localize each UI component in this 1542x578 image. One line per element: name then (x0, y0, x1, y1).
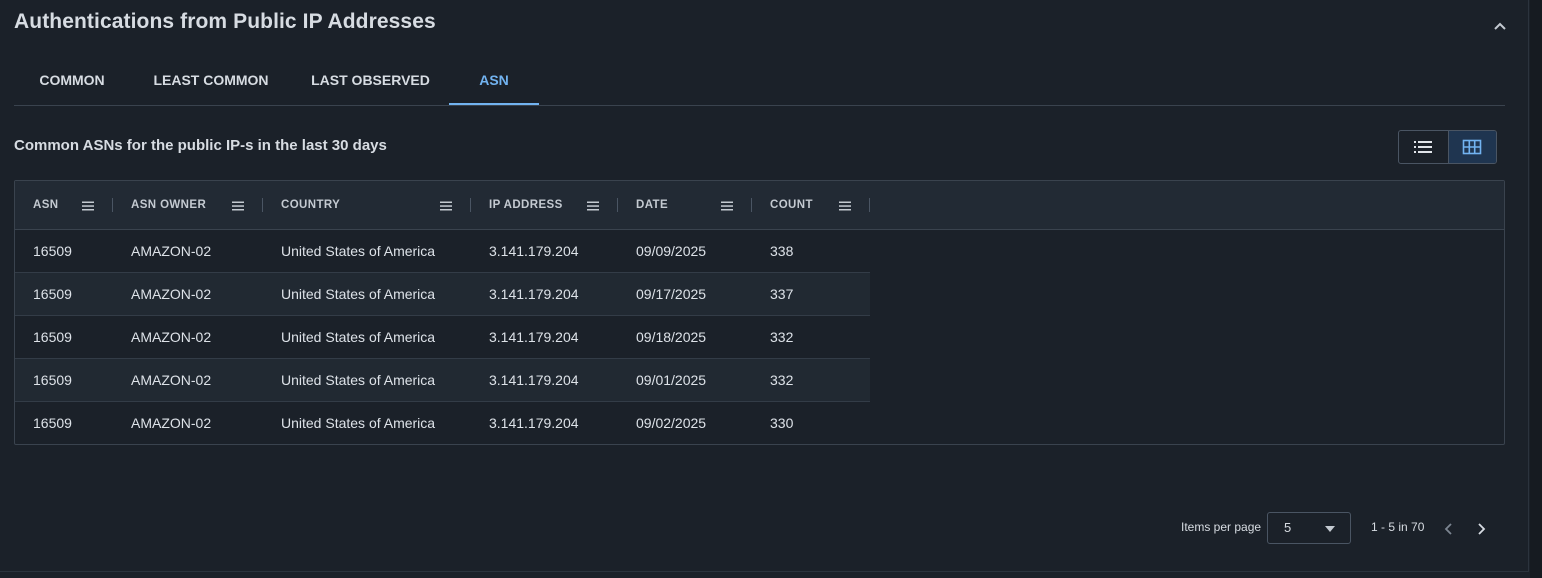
cell-date: 09/17/2025 (636, 286, 707, 302)
view-toggle (1398, 130, 1497, 164)
column-menu-icon[interactable] (232, 199, 244, 211)
cell-country: United States of America (281, 286, 436, 302)
panel-title: Authentications from Public IP Addresses (14, 10, 436, 33)
tab-bar: COMMON LEAST COMMON LAST OBSERVED ASN (14, 56, 1505, 106)
column-header-asn[interactable]: ASN (33, 199, 59, 211)
cell-ip-address: 3.141.179.204 (489, 415, 579, 431)
collapse-chevron-up-icon[interactable] (1490, 16, 1510, 36)
cell-asn-owner: AMAZON-02 (131, 329, 212, 345)
list-view-button[interactable] (1399, 131, 1448, 163)
column-separator[interactable] (751, 198, 752, 212)
cell-asn-owner: AMAZON-02 (131, 415, 212, 431)
table-row[interactable]: 16509 AMAZON-02 United States of America… (15, 359, 870, 402)
cell-asn-owner: AMAZON-02 (131, 243, 212, 259)
cell-asn: 16509 (33, 243, 72, 259)
scroll-gutter (1530, 0, 1542, 578)
column-header-asn-owner[interactable]: ASN OWNER (131, 199, 207, 211)
cell-country: United States of America (281, 329, 436, 345)
items-per-page-select[interactable]: 5 (1267, 512, 1351, 544)
cell-date: 09/02/2025 (636, 415, 707, 431)
column-menu-icon[interactable] (82, 199, 94, 211)
table-row[interactable]: 16509 AMAZON-02 United States of America… (15, 230, 870, 273)
previous-page-chevron-left-icon[interactable] (1441, 520, 1457, 538)
column-header-date[interactable]: DATE (636, 199, 669, 211)
next-page-chevron-right-icon[interactable] (1473, 520, 1489, 538)
cell-count: 337 (770, 286, 794, 302)
column-menu-icon[interactable] (440, 199, 452, 211)
column-separator[interactable] (112, 198, 113, 212)
tab-last-observed[interactable]: LAST OBSERVED (311, 72, 430, 88)
section-subtitle: Common ASNs for the public IP-s in the l… (14, 137, 387, 154)
grid-view-icon (1462, 139, 1482, 155)
grid-header: ASN ASN OWNER COUNTRY IP ADDRESS DATE (15, 181, 1504, 230)
items-per-page-value: 5 (1284, 520, 1292, 535)
cell-count: 332 (770, 329, 794, 345)
list-view-icon (1414, 141, 1433, 153)
cell-ip-address: 3.141.179.204 (489, 286, 579, 302)
column-menu-icon[interactable] (721, 199, 733, 211)
column-header-country[interactable]: COUNTRY (281, 199, 341, 211)
column-menu-icon[interactable] (839, 199, 851, 211)
caret-down-icon (1325, 526, 1335, 532)
tab-common[interactable]: COMMON (39, 72, 105, 88)
cell-asn: 16509 (33, 286, 72, 302)
table-row[interactable]: 16509 AMAZON-02 United States of America… (15, 316, 870, 359)
cell-asn: 16509 (33, 372, 72, 388)
asn-data-grid: ASN ASN OWNER COUNTRY IP ADDRESS DATE (14, 180, 1505, 445)
pagination-range: 1 - 5 in 70 (1371, 520, 1425, 534)
cell-asn: 16509 (33, 415, 72, 431)
grid-view-button[interactable] (1447, 131, 1496, 163)
items-per-page-label: Items per page (1181, 520, 1262, 534)
cell-ip-address: 3.141.179.204 (489, 372, 579, 388)
cell-date: 09/01/2025 (636, 372, 707, 388)
table-row[interactable]: 16509 AMAZON-02 United States of America… (15, 273, 870, 316)
cell-country: United States of America (281, 372, 436, 388)
cell-asn: 16509 (33, 329, 72, 345)
tab-asn[interactable]: ASN (449, 56, 539, 105)
column-separator[interactable] (869, 198, 870, 212)
column-header-count[interactable]: COUNT (770, 199, 813, 211)
cell-date: 09/18/2025 (636, 329, 707, 345)
column-menu-icon[interactable] (587, 199, 599, 211)
cell-count: 330 (770, 415, 794, 431)
table-row[interactable]: 16509 AMAZON-02 United States of America… (15, 402, 870, 445)
cell-ip-address: 3.141.179.204 (489, 329, 579, 345)
column-separator[interactable] (617, 198, 618, 212)
cell-ip-address: 3.141.179.204 (489, 243, 579, 259)
cell-country: United States of America (281, 243, 436, 259)
column-separator[interactable] (262, 198, 263, 212)
cell-asn-owner: AMAZON-02 (131, 286, 212, 302)
cell-date: 09/09/2025 (636, 243, 707, 259)
cell-count: 338 (770, 243, 794, 259)
column-header-ip-address[interactable]: IP ADDRESS (489, 199, 563, 211)
cell-count: 332 (770, 372, 794, 388)
column-separator[interactable] (470, 198, 471, 212)
cell-asn-owner: AMAZON-02 (131, 372, 212, 388)
cell-country: United States of America (281, 415, 436, 431)
tab-least-common[interactable]: LEAST COMMON (153, 72, 269, 88)
